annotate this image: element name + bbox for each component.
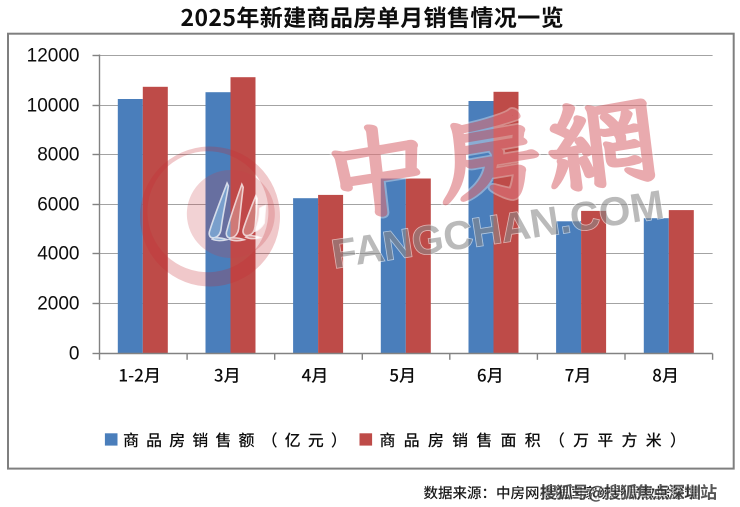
svg-text:4000: 4000: [37, 244, 79, 265]
svg-text:0: 0: [69, 344, 80, 365]
svg-text:10000: 10000: [27, 96, 80, 117]
svg-text:6000: 6000: [37, 195, 79, 216]
svg-text:2000: 2000: [37, 294, 79, 315]
svg-text:12000: 12000: [27, 46, 80, 67]
svg-text:8000: 8000: [37, 145, 79, 166]
